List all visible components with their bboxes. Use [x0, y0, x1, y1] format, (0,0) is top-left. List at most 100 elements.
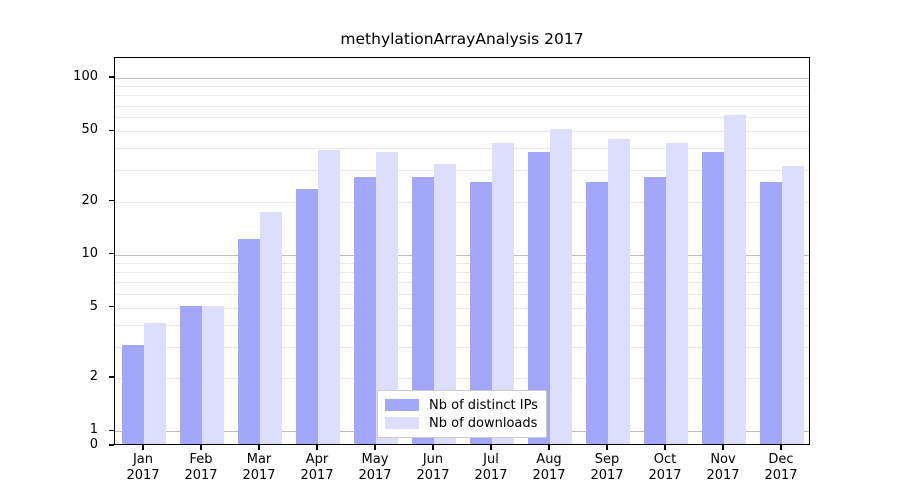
bar-downloads	[608, 139, 630, 444]
gridline-major	[115, 254, 809, 256]
x-tick-label: Mar 2017	[229, 452, 289, 484]
bar-downloads	[550, 129, 572, 444]
x-tick-label-year: 2017	[242, 468, 276, 483]
x-tick-label: Aug 2017	[519, 452, 579, 484]
x-tick-label: Apr 2017	[287, 452, 347, 484]
x-tick-label-month: Aug	[536, 452, 562, 467]
gridline-minor	[115, 347, 809, 348]
gridline-minor	[115, 170, 809, 172]
y-tick-label: 100	[73, 69, 98, 85]
bar-group	[470, 58, 514, 444]
x-tick-label-month: Nov	[710, 452, 736, 467]
bar-group	[760, 58, 804, 444]
bar-distinct-ips	[412, 176, 434, 444]
plot-area	[114, 57, 810, 445]
x-tick-mark	[432, 445, 434, 450]
y-tick-mark	[109, 129, 114, 131]
bar-downloads	[666, 142, 688, 444]
bar-group	[238, 58, 282, 444]
x-tick-label: Jan 2017	[113, 452, 173, 484]
bar-group	[586, 58, 630, 444]
y-tick-mark	[109, 253, 114, 255]
y-tick-mark	[109, 76, 114, 78]
bar-distinct-ips	[354, 176, 376, 444]
legend-swatch-distinct-ips	[385, 399, 419, 411]
x-tick-mark	[722, 445, 724, 450]
y-tick-label: 10	[81, 245, 98, 261]
bar-downloads	[724, 115, 746, 444]
x-tick-label: Oct 2017	[635, 452, 695, 484]
x-tick-mark	[548, 445, 550, 450]
y-tick-label: 1	[89, 422, 98, 438]
gridline-minor	[115, 325, 809, 326]
bar-distinct-ips	[180, 305, 202, 444]
bar-group	[412, 58, 456, 444]
bar-distinct-ips	[586, 182, 608, 444]
x-tick-mark	[142, 445, 144, 450]
x-tick-label-year: 2017	[416, 468, 450, 483]
x-tick-mark	[200, 445, 202, 450]
x-tick-label-year: 2017	[764, 468, 798, 483]
x-tick-label-month: Jul	[483, 452, 499, 467]
x-tick-label: Jul 2017	[461, 452, 521, 484]
chart-legend: Nb of distinct IPs Nb of downloads	[377, 390, 547, 438]
bar-distinct-ips	[122, 345, 144, 444]
x-tick-label-month: Feb	[189, 452, 213, 467]
x-tick-label-month: Dec	[768, 452, 794, 467]
bar-group	[702, 58, 746, 444]
bar-group	[528, 58, 572, 444]
gridline-minor	[115, 307, 809, 309]
bar-distinct-ips	[470, 182, 492, 444]
y-tick-mark	[109, 306, 114, 308]
x-tick-label: Sep 2017	[577, 452, 637, 484]
x-tick-label-month: May	[361, 452, 389, 467]
x-tick-mark	[374, 445, 376, 450]
bar-downloads	[434, 163, 456, 444]
gridline-minor	[115, 262, 809, 264]
x-tick-label-year: 2017	[300, 468, 334, 483]
bar-downloads	[318, 150, 340, 444]
x-tick-label: May 2017	[345, 452, 405, 484]
bars-layer	[115, 58, 809, 444]
legend-label-distinct-ips: Nb of distinct IPs	[429, 397, 538, 413]
x-tick-mark	[606, 445, 608, 450]
x-tick-label-year: 2017	[532, 468, 566, 483]
x-tick-label-month: Jan	[132, 452, 154, 467]
bar-group	[354, 58, 398, 444]
bar-downloads	[144, 323, 166, 444]
x-tick-label-month: Oct	[653, 452, 677, 467]
y-tick-label: 0	[89, 437, 98, 452]
bar-distinct-ips	[644, 176, 666, 444]
bar-downloads	[260, 212, 282, 444]
x-tick-label-year: 2017	[706, 468, 740, 483]
x-tick-mark	[490, 445, 492, 450]
bar-downloads	[782, 165, 804, 444]
x-tick-label: Dec 2017	[751, 452, 811, 484]
y-tick-label: 50	[81, 122, 98, 138]
x-tick-label-year: 2017	[648, 468, 682, 483]
bar-group	[644, 58, 688, 444]
gridline-minor	[115, 86, 809, 88]
bar-distinct-ips	[238, 238, 260, 444]
legend-label-downloads: Nb of downloads	[429, 415, 538, 431]
x-tick-label-month: Apr	[305, 452, 329, 467]
x-tick-mark	[664, 445, 666, 450]
chart-title: methylationArrayAnalysis 2017	[340, 30, 584, 48]
gridline-minor	[115, 271, 809, 273]
x-tick-mark	[316, 445, 318, 450]
gridline-minor	[115, 131, 809, 133]
x-tick-label-month: Jun	[422, 452, 444, 467]
y-tick-label: 2	[89, 369, 98, 385]
legend-swatch-downloads	[385, 417, 419, 429]
gridline-minor	[115, 105, 809, 107]
bar-downloads	[202, 305, 224, 444]
legend-item-distinct-ips: Nb of distinct IPs	[385, 396, 538, 414]
gridline-minor	[115, 378, 809, 380]
x-tick-label: Feb 2017	[171, 452, 231, 484]
y-tick-mark	[109, 444, 114, 446]
bar-group	[122, 58, 166, 444]
x-tick-label: Nov 2017	[693, 452, 753, 484]
legend-item-downloads: Nb of downloads	[385, 414, 538, 432]
gridline-major	[115, 78, 809, 80]
